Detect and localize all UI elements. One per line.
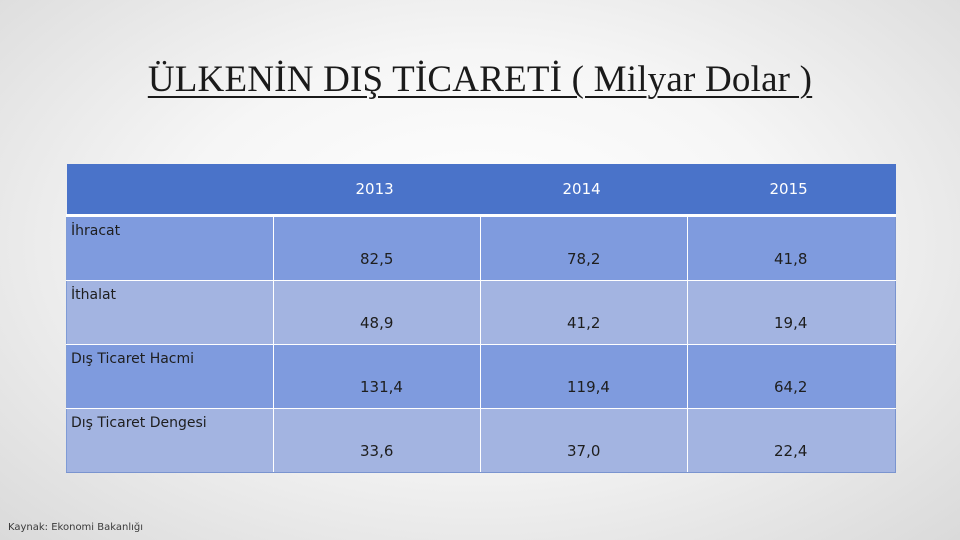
page-title: ÜLKENİN DIŞ TİCARETİ ( Milyar Dolar ) bbox=[147, 59, 813, 100]
header-year-2015: 2015 bbox=[687, 164, 896, 217]
row-label: İthalat bbox=[66, 280, 274, 345]
table-cell: 82,5 bbox=[273, 215, 481, 281]
header-corner-cell bbox=[66, 164, 274, 217]
row-label: İhracat bbox=[66, 215, 274, 281]
trade-table: 2013 2014 2015 İhracat 82,5 78,2 41,8 İt… bbox=[66, 164, 896, 473]
table-row: Dış Ticaret Hacmi 131,4 119,4 64,2 bbox=[66, 344, 896, 409]
table-row: İthalat 48,9 41,2 19,4 bbox=[66, 280, 896, 345]
table-cell: 48,9 bbox=[273, 280, 481, 345]
table-cell: 64,2 bbox=[687, 344, 896, 409]
table-cell: 41,2 bbox=[480, 280, 688, 345]
table-cell: 119,4 bbox=[480, 344, 688, 409]
source-note: Kaynak: Ekonomi Bakanlığı bbox=[8, 522, 144, 533]
table-header-row: 2013 2014 2015 bbox=[66, 164, 896, 217]
table-cell: 41,8 bbox=[687, 215, 896, 281]
header-year-2014: 2014 bbox=[480, 164, 688, 217]
row-label: Dış Ticaret Dengesi bbox=[66, 408, 274, 473]
header-year-2013: 2013 bbox=[273, 164, 481, 217]
table-cell: 37,0 bbox=[480, 408, 688, 473]
table-row: Dış Ticaret Dengesi 33,6 37,0 22,4 bbox=[66, 408, 896, 473]
table-cell: 22,4 bbox=[687, 408, 896, 473]
table-cell: 78,2 bbox=[480, 215, 688, 281]
table-cell: 19,4 bbox=[687, 280, 896, 345]
row-label: Dış Ticaret Hacmi bbox=[66, 344, 274, 409]
table-row: İhracat 82,5 78,2 41,8 bbox=[66, 215, 896, 281]
table-cell: 131,4 bbox=[273, 344, 481, 409]
table-cell: 33,6 bbox=[273, 408, 481, 473]
